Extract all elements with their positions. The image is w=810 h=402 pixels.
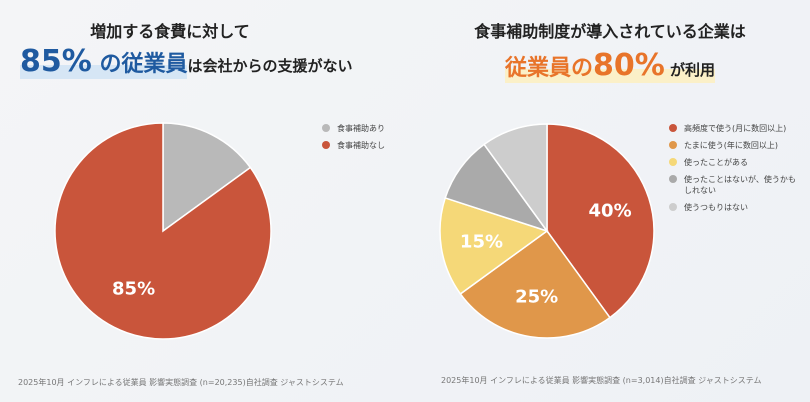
- legend-label: 使ったことがある: [684, 158, 748, 167]
- legend-marker-icon: [669, 158, 677, 166]
- left-legend: 食事補助あり 食事補助なし: [322, 123, 442, 157]
- right-footer: 2025年10月 インフレによる従業員 影響実態調査 (n=3,014)自社調査…: [441, 376, 762, 385]
- pie-slice: [439, 196, 549, 295]
- left-headline-mid: の従業員: [91, 52, 188, 77]
- legend-marker-icon: [669, 124, 677, 132]
- data-label: 85%: [112, 279, 155, 300]
- left-footer: 2025年10月 インフレによる従業員 影響実態調査 (n=20,235)自社調…: [18, 378, 344, 387]
- right-headline: 従業員の80% が利用: [505, 48, 716, 83]
- legend-item: 食事補助あり: [322, 123, 442, 134]
- legend-item: たまに使う(年に数回以上): [669, 140, 799, 151]
- legend-marker-icon: [669, 203, 677, 211]
- left-pie: 85%: [54, 122, 272, 340]
- right-headline-pct: 80%: [593, 48, 665, 83]
- right-legend: 高頻度で使う(月に数回以上) たまに使う(年に数回以上) 使ったことがある使ったこと…: [669, 123, 799, 219]
- right-headline-pre: 従業員の: [505, 56, 594, 81]
- right-pie: 40% 25% 15%: [439, 123, 655, 339]
- pie-slice: [483, 123, 548, 234]
- legend-label: 使ったことはないが、使うかもしれない: [684, 175, 796, 195]
- legend-item: 使うつもりはない: [669, 202, 799, 213]
- legend-marker-icon: [322, 141, 330, 149]
- data-label: 40%: [589, 200, 632, 221]
- legend-item: 使ったことはないが、使うかもしれない: [669, 174, 799, 196]
- legend-item: 高頻度で使う(月に数回以上): [669, 123, 799, 134]
- legend-label: 食事補助あり: [337, 124, 385, 133]
- legend-label: 食事補助なし: [337, 141, 385, 150]
- pie-slice: [54, 122, 272, 340]
- pie-slice: [546, 123, 655, 319]
- data-label: 15%: [460, 231, 503, 252]
- legend-label: 使うつもりはない: [684, 203, 748, 212]
- pie-slice: [459, 229, 611, 339]
- right-title: 食事補助制度が導入されている企業は: [474, 22, 746, 41]
- legend-marker-icon: [669, 175, 677, 183]
- pie-slice: [162, 122, 252, 233]
- legend-marker-icon: [322, 124, 330, 132]
- data-label: 25%: [515, 287, 558, 308]
- legend-label: 高頻度で使う(月に数回以上): [684, 124, 787, 133]
- legend-item: 使ったことがある: [669, 157, 799, 168]
- left-headline-pct: 85%: [20, 44, 92, 79]
- left-title: 増加する食費に対して: [90, 22, 250, 41]
- legend-label: たまに使う(年に数回以上): [684, 141, 779, 150]
- right-headline-rest: が利用: [664, 61, 716, 79]
- left-headline: 85% の従業員は会社からの支援がない: [20, 44, 353, 79]
- left-headline-rest: は会社からの支援がない: [187, 57, 353, 75]
- legend-item: 食事補助なし: [322, 140, 442, 151]
- legend-marker-icon: [669, 141, 677, 149]
